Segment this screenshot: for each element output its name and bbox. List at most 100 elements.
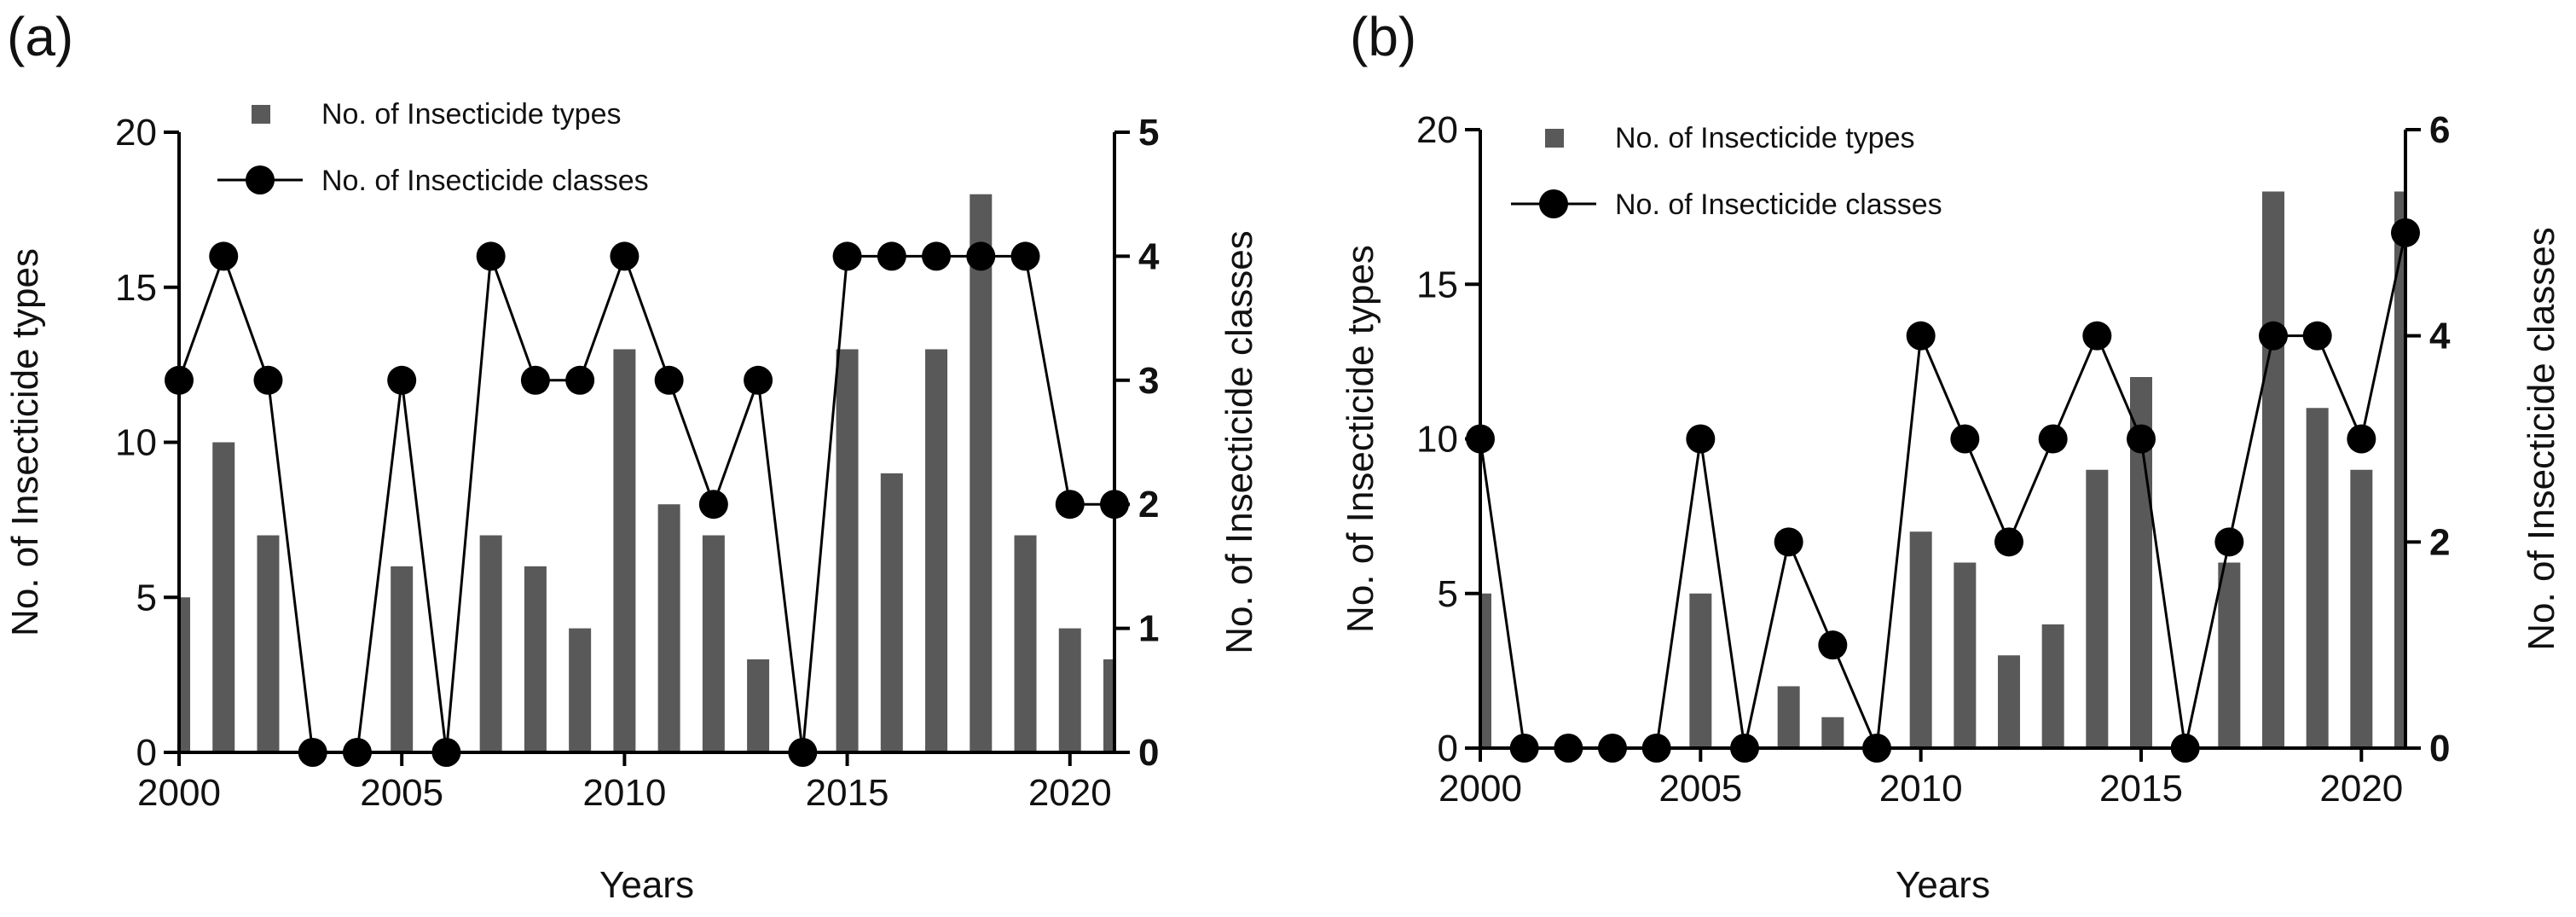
y-tick-label: 0: [1438, 728, 1458, 769]
legend: No. of Insecticide types No. of Insectici…: [217, 98, 649, 197]
line-point-2017: [922, 241, 952, 271]
bar-2010: [613, 349, 636, 752]
bar-2011: [657, 504, 680, 752]
y2-tick-label: 0: [1138, 732, 1159, 774]
line-point-2013: [2038, 424, 2068, 454]
y2-axis-title: No. of Insecticide classes: [1219, 230, 1260, 653]
bar-2021: [1103, 659, 1114, 752]
bar-2013: [747, 659, 770, 752]
bar-2016: [880, 473, 903, 752]
legend-line-label: No. of Insecticide classes: [321, 165, 649, 197]
y-tick-label: 5: [136, 577, 157, 618]
y2-tick-label: 4: [2429, 316, 2451, 357]
x-axis-title: Years: [1896, 864, 1990, 906]
bar-2001: [212, 442, 235, 752]
line-point-2020: [2347, 424, 2376, 454]
y-tick-label: 0: [136, 732, 157, 774]
bar-2005: [1689, 593, 1712, 748]
legend-bar-swatch: [252, 105, 270, 124]
bar-2008: [1821, 717, 1844, 748]
line-point-2007: [476, 241, 506, 271]
legend-bar-label: No. of Insecticide types: [1615, 122, 1915, 154]
y2-tick-label: 0: [2429, 728, 2450, 769]
bar-2000: [179, 597, 190, 752]
line-point-2011: [654, 365, 684, 395]
y-tick-label: 20: [115, 112, 157, 154]
panel-label: (b): [1350, 6, 1416, 67]
y-tick-label: 15: [115, 267, 157, 309]
line-point-2012: [698, 490, 728, 519]
legend-bar-label: No. of Insecticide types: [321, 98, 622, 131]
x-tick-label: 2015: [2099, 768, 2183, 810]
y-tick-label: 5: [1438, 573, 1458, 615]
bar-2019: [2306, 408, 2329, 748]
line-point-2018: [2259, 321, 2288, 351]
line-point-2017: [2214, 527, 2244, 557]
x-tick-label: 2005: [360, 772, 443, 814]
y2-tick-label: 2: [1138, 484, 1159, 525]
line-point-2015: [2127, 424, 2156, 454]
legend-bar-swatch: [1545, 129, 1564, 148]
bar-2013: [2041, 624, 2064, 748]
chart-panel-b: (b) 0 5 10 15 20 0 2 4 6 2000 2005 2010 2015 2020 Years…: [1340, 6, 2562, 906]
legend-marker-swatch: [246, 165, 275, 194]
bar-2014: [2086, 469, 2109, 748]
line-point-2013: [744, 365, 773, 395]
y-tick-label: 10: [115, 422, 157, 464]
y2-tick-label: 4: [1138, 235, 1160, 277]
line-point-2011: [1950, 424, 1980, 454]
legend: No. of Insecticide types No. of Insectici…: [1511, 122, 1942, 221]
y-tick-label: 20: [1416, 109, 1458, 151]
legend-marker-swatch: [1539, 189, 1568, 218]
bar-2009: [569, 628, 592, 752]
bar-2010: [1909, 531, 1932, 748]
x-tick-label: 2010: [1879, 768, 1963, 810]
line-point-2012: [1994, 527, 2023, 557]
y-axis-title: No. of Insecticide types: [1340, 245, 1381, 633]
x-tick-label: 2015: [806, 772, 889, 814]
line-point-2002: [253, 365, 283, 395]
line-point-2019: [2302, 321, 2332, 351]
bar-2020: [2350, 469, 2373, 748]
bar-2018: [2262, 191, 2284, 748]
bar-2012: [702, 535, 725, 752]
line-point-2018: [966, 241, 996, 271]
line-point-2015: [832, 241, 862, 271]
x-tick-label: 2020: [1028, 772, 1112, 814]
bar-2011: [1954, 562, 1977, 748]
line-point-2008: [1818, 630, 1848, 660]
bar-2021: [2394, 191, 2405, 748]
line-point-2016: [877, 241, 906, 271]
x-tick-label: 2005: [1658, 768, 1742, 810]
bar-2020: [1058, 628, 1081, 752]
bar-2019: [1014, 535, 1037, 752]
y2-tick-label: 1: [1138, 608, 1159, 650]
line-point-2019: [1010, 241, 1040, 271]
x-tick-label: 2000: [137, 772, 221, 814]
line-point-2001: [209, 241, 239, 271]
bar-2018: [970, 194, 993, 752]
panel-label: (a): [7, 6, 73, 67]
chart-panel-a: (a) 0 5 10 15 20 0 1 2 3 4 5 2000 2005 2010 2015 2020 Yea…: [4, 6, 1260, 906]
line-point-2008: [520, 365, 550, 395]
bar-2007: [1777, 686, 1800, 748]
y2-tick-label: 2: [2429, 521, 2450, 563]
line-point-2007: [1774, 527, 1803, 557]
bar-2008: [524, 566, 547, 752]
y-tick-label: 15: [1416, 264, 1458, 305]
y2-tick-label: 6: [2429, 109, 2450, 151]
x-axis-title: Years: [599, 864, 694, 906]
line-point-2020: [1055, 490, 1085, 519]
line-point-2005: [387, 365, 417, 395]
bar-2002: [257, 535, 280, 752]
line-point-2009: [565, 365, 595, 395]
bar-2007: [479, 535, 502, 752]
line-point-2014: [2082, 321, 2112, 351]
y-axis-title: No. of Insecticide types: [4, 248, 46, 636]
line-point-2010: [1906, 321, 1936, 351]
y2-axis-title: No. of Insecticide classes: [2521, 227, 2562, 650]
legend-line-label: No. of Insecticide classes: [1615, 189, 1942, 221]
bar-2012: [1998, 655, 2020, 748]
